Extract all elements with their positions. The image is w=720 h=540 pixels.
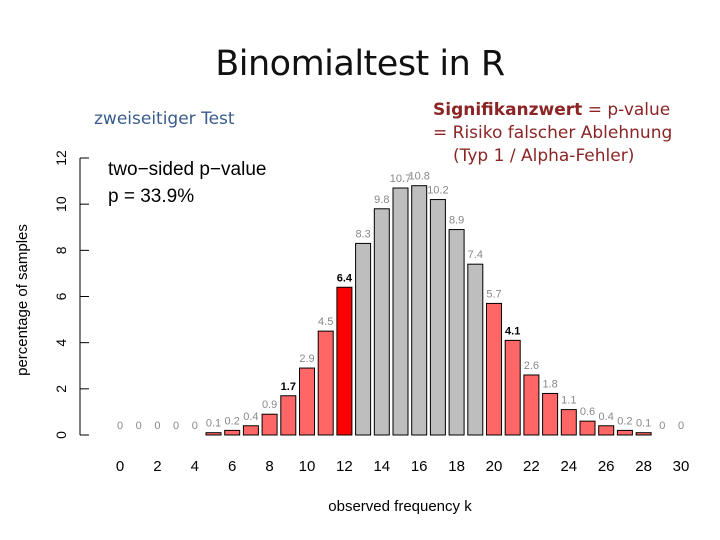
value-label-k-3: 0 — [173, 420, 179, 432]
significance-note: Signifikanzwert = p-value = Risiko falsc… — [433, 99, 718, 168]
x-tick-label: 4 — [191, 458, 199, 475]
value-label-k-15: 10.7 — [390, 173, 411, 185]
note-line-3: (Typ 1 / Alpha-Fehler) — [453, 146, 635, 166]
value-label-k-0: 0 — [117, 420, 123, 432]
y-tick-label: 10 — [53, 196, 69, 212]
bars — [205, 185, 652, 436]
x-axis-label: observed frequency k — [328, 498, 472, 515]
bar-k-20 — [486, 302, 502, 436]
y-tick-label: 4 — [53, 339, 69, 347]
y-tick-label: 12 — [53, 150, 69, 166]
value-label-k-24: 1.1 — [561, 395, 576, 407]
x-tick-label: 20 — [486, 458, 503, 475]
note-line-1: Signifikanzwert = p-value — [433, 99, 718, 122]
x-tick-label: 10 — [299, 458, 316, 475]
value-labels: 0 0 0 0 0 0.1 0.2 0.40.91.72.94.56.48.39.810.71… — [117, 171, 684, 432]
value-label-k-16: 10.8 — [408, 171, 429, 183]
value-label-k-17: 10.2 — [427, 185, 448, 197]
value-label-k-30: 0 — [678, 420, 684, 432]
bar-k-28 — [635, 432, 652, 436]
bar-k-23 — [542, 392, 559, 436]
bar-k-14 — [373, 208, 390, 436]
bar-k-12 — [336, 286, 353, 436]
bar-k-5 — [205, 432, 222, 436]
value-label-k-22: 2.6 — [524, 360, 539, 372]
bar-k-13 — [355, 242, 372, 436]
value-label-k-1: 0 — [136, 420, 142, 432]
value-label-k-5: 0.1 — [206, 418, 221, 430]
value-label-k-13: 8.3 — [355, 228, 370, 240]
value-label-k-28: 0.1 — [636, 418, 651, 430]
bar-k-6 — [224, 429, 241, 436]
p-value-caption: two−sided p−value — [108, 159, 266, 180]
x-tick-label: 30 — [673, 458, 690, 475]
bar-k-15 — [392, 187, 409, 436]
value-label-k-10: 2.9 — [299, 353, 314, 365]
value-label-k-26: 0.4 — [599, 411, 614, 423]
bar-k-19 — [467, 263, 484, 436]
bar-k-18 — [448, 229, 465, 436]
x-tick-label: 26 — [598, 458, 615, 475]
y-axis: 0 2 4 6 8 10 12 — [53, 150, 89, 439]
bar-k-9 — [280, 395, 297, 436]
y-tick-label: 6 — [53, 292, 69, 300]
x-tick-label: 2 — [153, 458, 161, 475]
bar-k-25 — [579, 420, 596, 436]
x-tick-labels: 0 2 4 6 8 10 12 14 16 18 20 22 24 26 28 30 — [116, 458, 690, 475]
value-label-k-25: 0.6 — [580, 406, 595, 418]
y-tick-label: 8 — [53, 246, 69, 254]
bar-k-26 — [598, 425, 615, 436]
value-label-k-2: 0 — [154, 420, 160, 432]
value-label-k-12: 6.4 — [337, 272, 353, 284]
note-line-1-rest: = p-value — [582, 100, 671, 120]
y-axis-label: percentage of samples — [14, 224, 31, 376]
x-tick-label: 14 — [373, 458, 390, 475]
value-label-k-8: 0.9 — [262, 399, 277, 411]
x-tick-label: 6 — [228, 458, 236, 475]
bar-k-16 — [411, 185, 428, 436]
value-label-k-9: 1.7 — [281, 381, 296, 393]
x-tick-label: 18 — [448, 458, 465, 475]
x-tick-label: 0 — [116, 458, 124, 475]
x-tick-label: 28 — [635, 458, 652, 475]
x-tick-label: 22 — [523, 458, 540, 475]
note-bold-term: Signifikanzwert — [433, 100, 583, 120]
value-label-k-11: 4.5 — [318, 316, 333, 328]
bar-k-8 — [261, 413, 278, 436]
value-label-k-19: 7.4 — [468, 249, 483, 261]
p-value-result: p = 33.9% — [108, 186, 194, 207]
value-label-k-4: 0 — [192, 420, 198, 432]
value-label-k-7: 0.4 — [243, 411, 258, 423]
value-label-k-21: 4.1 — [505, 325, 520, 337]
slide-title: Binomialtest in R — [215, 44, 505, 84]
bar-k-22 — [523, 374, 540, 436]
y-tick-label: 2 — [53, 385, 69, 393]
x-tick-label: 8 — [265, 458, 273, 475]
subtitle-left: zweiseitiger Test — [94, 109, 235, 129]
x-tick-label: 24 — [560, 458, 577, 475]
x-tick-label: 12 — [336, 458, 353, 475]
bar-k-21 — [504, 339, 521, 436]
value-label-k-27: 0.2 — [617, 415, 632, 427]
value-label-k-29: 0 — [659, 420, 665, 432]
bar-k-24 — [560, 409, 577, 436]
bar-k-7 — [242, 425, 259, 436]
value-label-k-6: 0.2 — [225, 415, 240, 427]
y-tick-label: 0 — [53, 431, 69, 439]
value-label-k-18: 8.9 — [449, 215, 464, 227]
value-label-k-23: 1.8 — [542, 378, 557, 390]
bar-k-11 — [317, 330, 334, 436]
x-tick-label: 16 — [411, 458, 428, 475]
bar-k-27 — [616, 429, 633, 436]
note-line-2: = Risiko falscher Ablehnung — [433, 123, 673, 143]
value-label-k-20: 5.7 — [486, 288, 501, 300]
value-label-k-14: 9.8 — [374, 194, 389, 206]
bar-k-17 — [429, 199, 446, 436]
bar-k-10 — [299, 367, 315, 436]
